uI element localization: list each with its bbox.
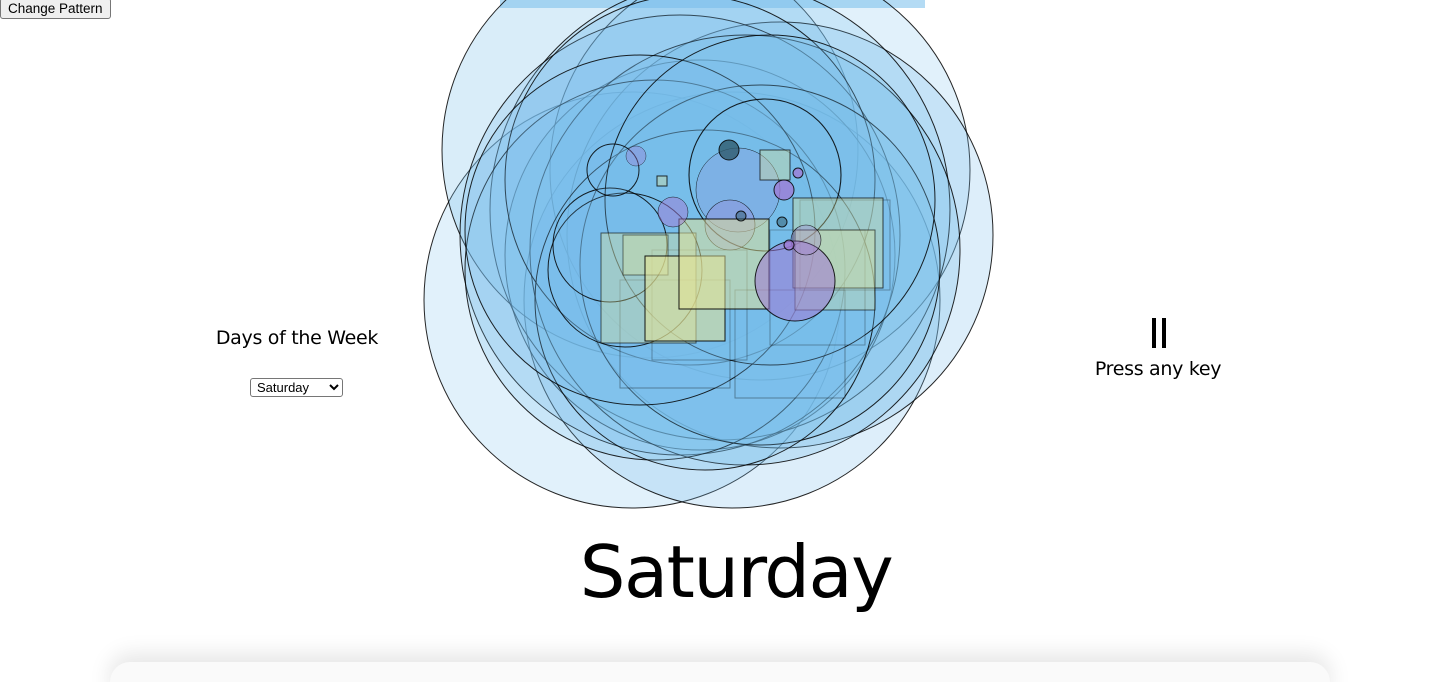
pattern-square <box>656 175 668 187</box>
pattern-square <box>759 149 791 181</box>
pattern-circle <box>423 91 841 509</box>
pause-bar-right <box>1162 318 1166 348</box>
pattern-circle <box>552 187 668 303</box>
press-any-key-hint: Press any key <box>1094 358 1222 380</box>
days-of-week-title: Days of the Week <box>215 327 379 349</box>
pattern-circle <box>657 196 689 228</box>
pattern-circle <box>718 139 740 161</box>
pattern-circle <box>792 167 804 179</box>
pattern-circle <box>790 224 822 256</box>
pattern-circle <box>754 240 836 322</box>
current-day-label: Saturday <box>579 530 894 614</box>
bottom-panel <box>110 662 1330 682</box>
pause-bar-left <box>1152 318 1156 348</box>
pattern-circle <box>776 216 788 228</box>
pattern-square <box>500 0 925 8</box>
pause-icon <box>1152 318 1167 348</box>
pattern-square <box>678 218 770 310</box>
pattern-circle <box>783 239 795 251</box>
change-pattern-button[interactable]: Change Pattern <box>0 0 111 19</box>
pattern-circle <box>625 145 647 167</box>
pattern-circle <box>735 210 747 222</box>
day-select[interactable]: SundayMondayTuesdayWednesdayThursdayFrid… <box>250 378 343 397</box>
pattern-circle <box>773 179 795 201</box>
